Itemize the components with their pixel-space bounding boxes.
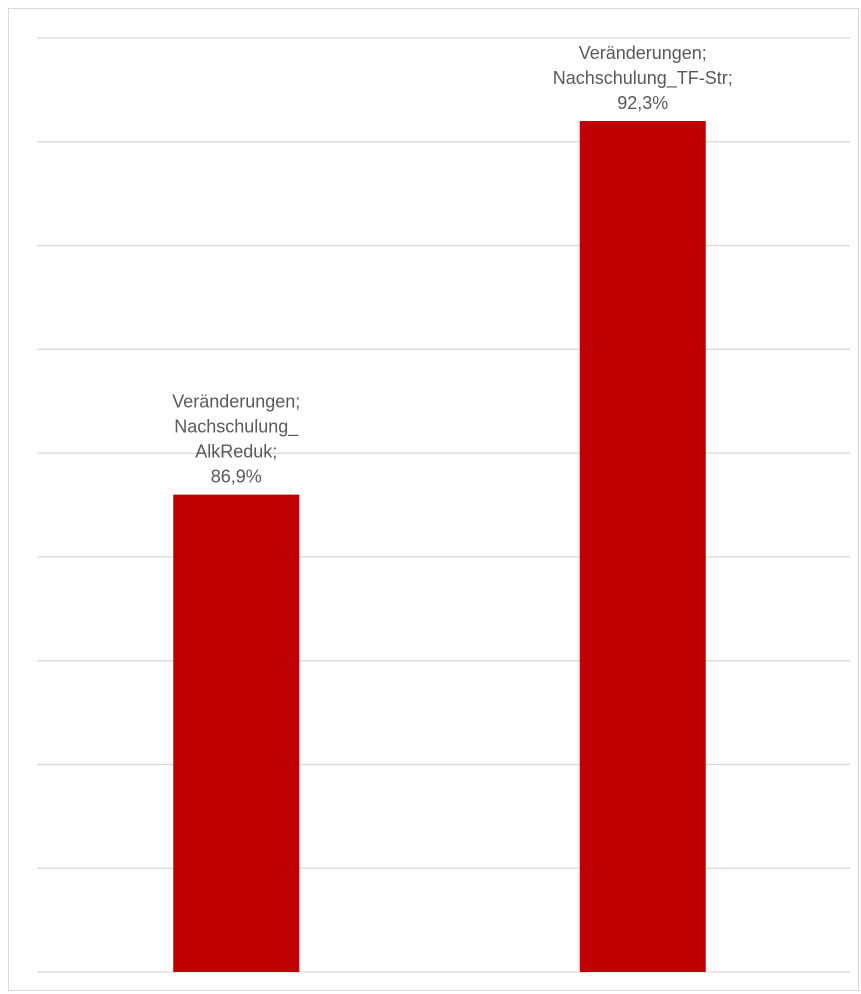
- chart-area: [8, 8, 859, 991]
- bar-nachschulung-tf-str: [579, 121, 706, 973]
- data-label-line: AlkReduk;: [195, 442, 277, 462]
- data-label-line: 92,3%: [617, 93, 668, 113]
- data-labels: Veränderungen; Nachschulung_ AlkReduk; 86,9…: [172, 43, 733, 487]
- data-label-line: 86,9%: [211, 467, 262, 487]
- gridlines: [37, 37, 850, 973]
- data-label-line: Nachschulung_TF-Str;: [553, 68, 733, 89]
- data-label: Veränderungen; Nachschulung_ AlkReduk; 86,9…: [172, 392, 300, 487]
- data-label-line: Nachschulung_: [174, 417, 299, 438]
- data-label-line: Veränderungen;: [579, 43, 707, 63]
- data-label: Veränderungen; Nachschulung_TF-Str; 92,3%: [553, 43, 733, 113]
- data-label-line: Veränderungen;: [172, 392, 300, 412]
- bars: [173, 121, 706, 973]
- bar-nachschulung-alkreduk: [173, 494, 300, 972]
